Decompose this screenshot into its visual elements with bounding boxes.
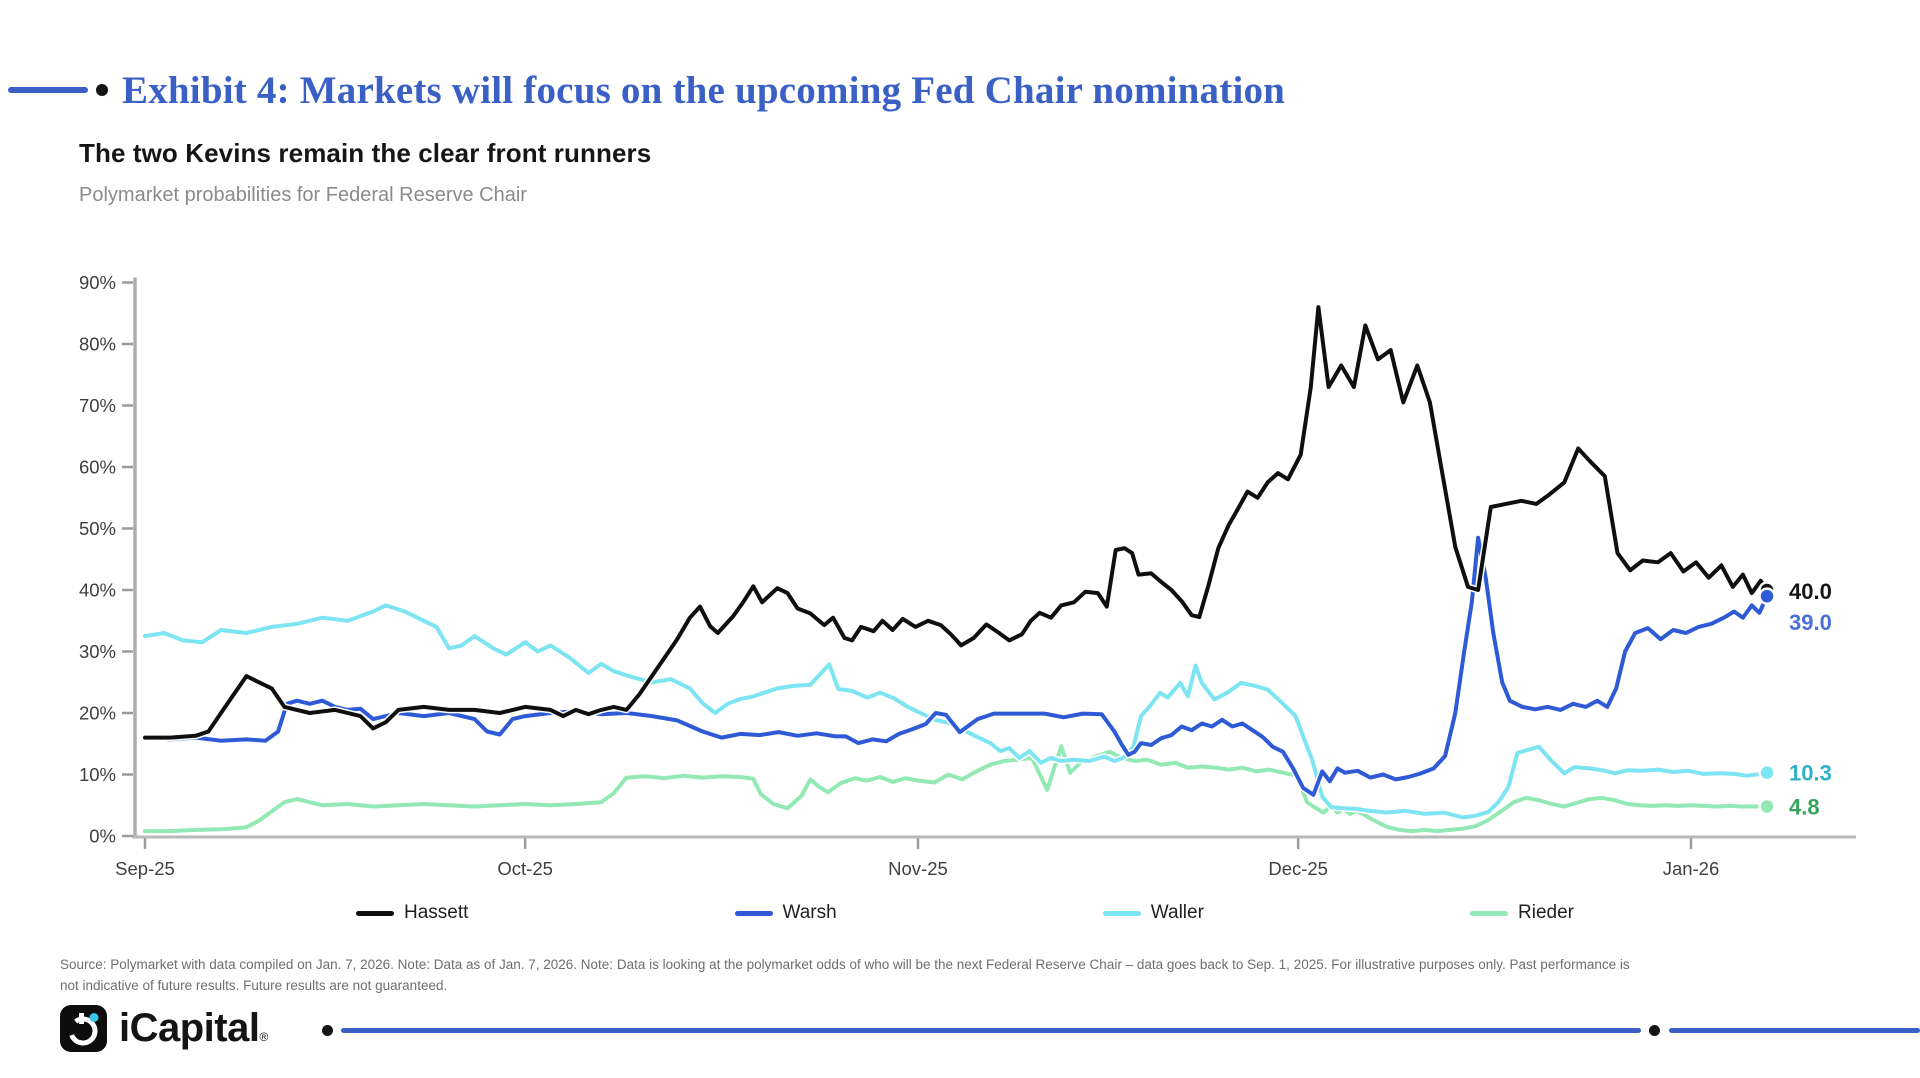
y-tick-label: 90% bbox=[79, 272, 116, 293]
header-dash-icon bbox=[8, 87, 88, 93]
source-note-line2: not indicative of future results. Future… bbox=[60, 978, 448, 993]
y-tick-label: 40% bbox=[79, 580, 116, 601]
end-label-waller: 10.3 bbox=[1789, 761, 1832, 786]
legend-label-hassett: Hassett bbox=[404, 902, 469, 923]
source-note-line1: Source: Polymarket with data compiled on… bbox=[60, 957, 1630, 972]
footer-bullet-right-icon bbox=[1649, 1025, 1660, 1036]
y-tick-label: 30% bbox=[79, 641, 116, 662]
series-line-rieder bbox=[143, 744, 1769, 834]
end-label-hassett: 40.0 bbox=[1789, 579, 1832, 604]
series-line-hassett bbox=[143, 305, 1769, 740]
legend-swatch-waller bbox=[1102, 910, 1141, 916]
series-casing-warsh bbox=[141, 534, 1771, 799]
end-dot-rieder bbox=[1758, 797, 1776, 816]
y-tick-label: 50% bbox=[79, 518, 116, 539]
series-line-waller bbox=[143, 603, 1769, 820]
end-label-rieder: 4.8 bbox=[1789, 794, 1820, 819]
y-tick-label: 0% bbox=[89, 826, 116, 847]
source-note: Source: Polymarket with data compiled on… bbox=[60, 954, 1875, 996]
legend-label-warsh: Warsh bbox=[782, 902, 837, 923]
x-tick-label: Oct-25 bbox=[497, 858, 553, 879]
chart-description: Polymarket probabilities for Federal Res… bbox=[79, 184, 527, 206]
footer-rule-right bbox=[1669, 1028, 1920, 1033]
legend-item-rieder: Rieder bbox=[1470, 902, 1574, 924]
end-label-warsh: 39.0 bbox=[1789, 610, 1832, 635]
legend-item-hassett: Hassett bbox=[356, 902, 468, 924]
y-tick-label: 70% bbox=[79, 395, 116, 416]
registered-mark: ® bbox=[259, 1029, 268, 1044]
end-dot-waller bbox=[1758, 763, 1776, 782]
x-tick-label: Sep-25 bbox=[115, 858, 175, 879]
series-line-warsh bbox=[143, 535, 1769, 797]
footer-rule-left bbox=[341, 1028, 1641, 1033]
chart-legend: Hassett Warsh Waller Rieder bbox=[356, 900, 1574, 926]
y-tick-label: 60% bbox=[79, 457, 116, 478]
legend-item-waller: Waller bbox=[1102, 902, 1204, 924]
brand-logo: iCapital® bbox=[60, 1004, 268, 1052]
y-tick-label: 80% bbox=[79, 334, 116, 355]
y-tick-label: 20% bbox=[79, 703, 116, 724]
legend-swatch-warsh bbox=[734, 910, 773, 916]
legend-swatch-rieder bbox=[1470, 910, 1508, 916]
series-casing-hassett bbox=[141, 303, 1771, 742]
legend-label-waller: Waller bbox=[1150, 902, 1204, 923]
header-bullet-icon bbox=[96, 84, 108, 96]
legend-swatch-hassett bbox=[356, 910, 394, 916]
page-title: Exhibit 4: Markets will focus on the upc… bbox=[122, 68, 1286, 112]
x-tick-label: Nov-25 bbox=[888, 858, 948, 879]
page-subtitle: The two Kevins remain the clear front ru… bbox=[79, 138, 652, 168]
series-casing-rieder bbox=[141, 742, 1771, 835]
header: Exhibit 4: Markets will focus on the upc… bbox=[8, 62, 1285, 118]
icapital-logo-icon bbox=[60, 1004, 107, 1052]
y-tick-label: 10% bbox=[79, 764, 116, 785]
footer-bullet-left-icon bbox=[322, 1025, 333, 1036]
end-dot-warsh bbox=[1758, 587, 1776, 605]
x-tick-label: Jan-26 bbox=[1663, 858, 1720, 879]
brand-name: iCapital® bbox=[119, 1005, 268, 1050]
x-tick-label: Dec-25 bbox=[1268, 858, 1328, 879]
legend-item-warsh: Warsh bbox=[734, 902, 837, 924]
legend-label-rieder: Rieder bbox=[1518, 902, 1574, 923]
